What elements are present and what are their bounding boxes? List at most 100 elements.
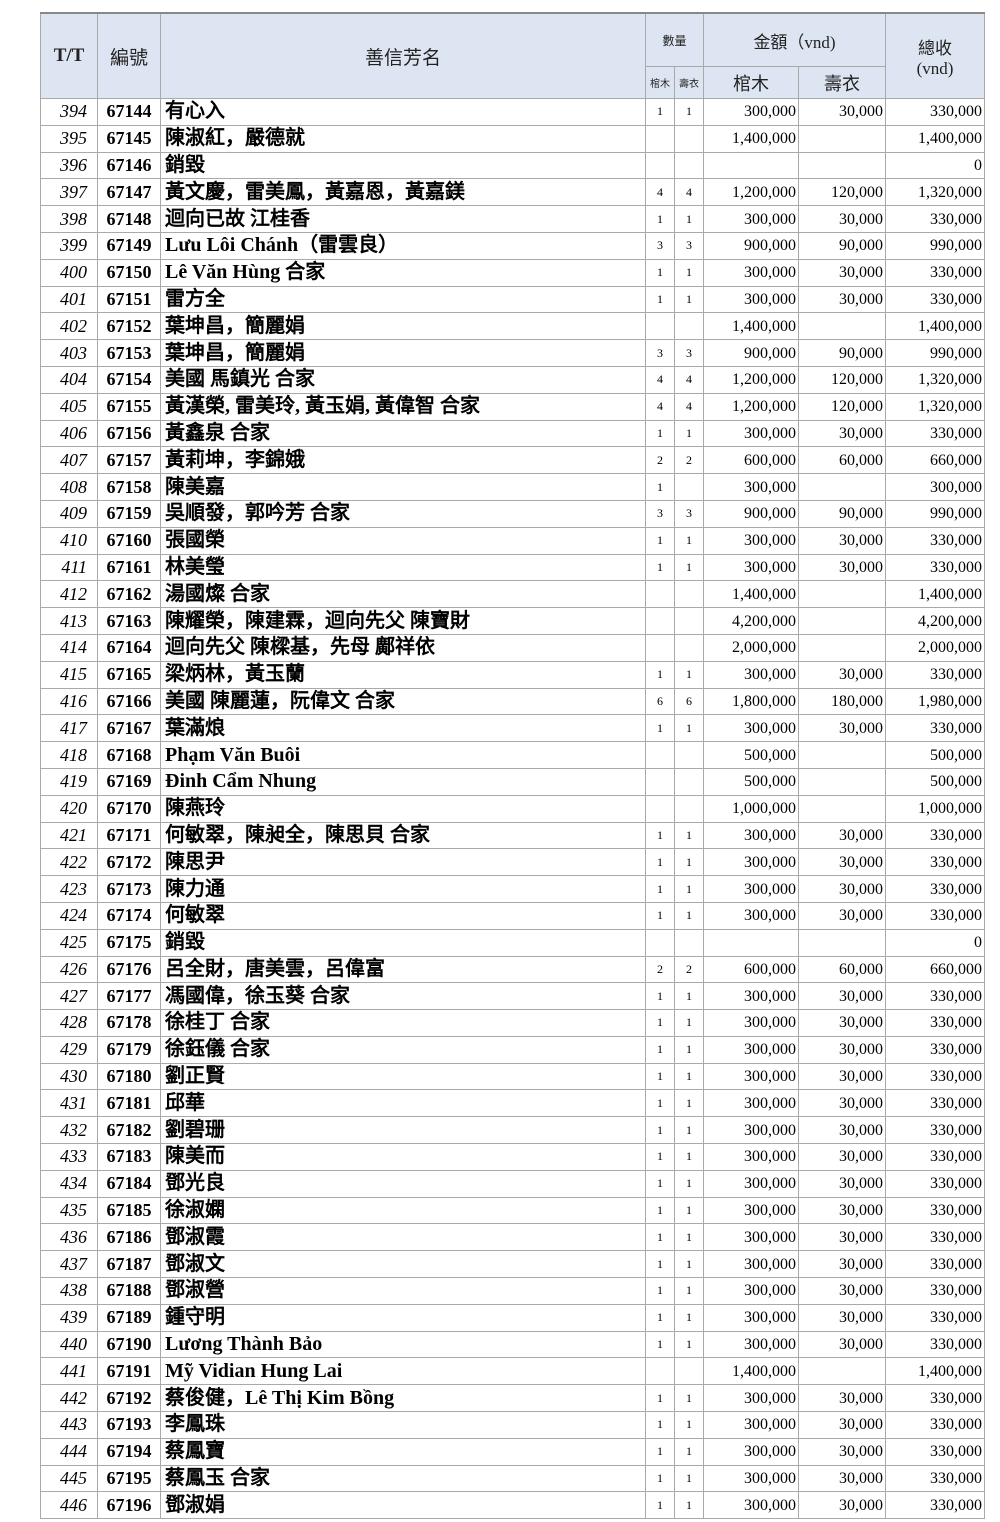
row-id: 67181 bbox=[97, 1089, 161, 1118]
row-total: 1,400,000 bbox=[885, 580, 986, 609]
row-amount-clothes: 60,000 bbox=[798, 446, 887, 475]
row-total: 300,000 bbox=[885, 473, 986, 501]
row-tt: 395 bbox=[40, 124, 98, 153]
row-id: 67146 bbox=[97, 151, 161, 180]
row-amount-clothes: 90,000 bbox=[798, 231, 887, 260]
row-amount-clothes: 90,000 bbox=[798, 339, 887, 367]
row-amount-clothes bbox=[798, 767, 887, 796]
row-amount-clothes bbox=[798, 633, 887, 662]
row-tt: 407 bbox=[40, 446, 98, 475]
row-tt: 405 bbox=[40, 392, 98, 421]
table-row: 433 67183 陳美而 1 1 300,000 30,000 330,000 bbox=[40, 1143, 986, 1171]
table-row: 403 67153 葉坤昌，簡麗娟 3 3 900,000 90,000 990,000 bbox=[40, 339, 986, 367]
row-name: Phạm Văn Buôi bbox=[160, 741, 646, 769]
row-id: 67195 bbox=[97, 1464, 161, 1493]
row-total: 1,000,000 bbox=[885, 794, 986, 823]
table-row: 420 67170 陳燕玲 1,000,000 1,000,000 bbox=[40, 794, 986, 823]
row-qty-clothes: 1 bbox=[673, 1250, 705, 1279]
row-qty-clothes: 1 bbox=[673, 1143, 705, 1171]
row-amount-coffin: 300,000 bbox=[703, 526, 800, 555]
table-row: 434 67184 鄧光良 1 1 300,000 30,000 330,000 bbox=[40, 1169, 986, 1198]
row-amount-clothes bbox=[798, 794, 887, 823]
row-amount-coffin: 300,000 bbox=[703, 1303, 800, 1332]
table-row: 419 67169 Đinh Cẩm Nhung 500,000 500,000 bbox=[40, 767, 986, 796]
row-qty-clothes: 1 bbox=[673, 982, 705, 1011]
row-amount-coffin: 4,200,000 bbox=[703, 607, 800, 635]
row-total: 330,000 bbox=[885, 1491, 986, 1520]
row-name: 雷方全 bbox=[160, 285, 646, 314]
row-name: 葉坤昌，簡麗娟 bbox=[160, 312, 646, 341]
row-qty-coffin: 1 bbox=[645, 1491, 675, 1520]
row-id: 67187 bbox=[97, 1250, 161, 1279]
row-total: 1,320,000 bbox=[885, 392, 986, 421]
row-amount-coffin: 1,400,000 bbox=[703, 312, 800, 341]
row-id: 67145 bbox=[97, 124, 161, 153]
row-total: 660,000 bbox=[885, 446, 986, 475]
row-total: 330,000 bbox=[885, 848, 986, 877]
table-row: 424 67174 何敏翠 1 1 300,000 30,000 330,000 bbox=[40, 901, 986, 930]
row-qty-coffin bbox=[645, 607, 675, 635]
row-amount-clothes: 30,000 bbox=[798, 1303, 887, 1332]
row-qty-coffin: 1 bbox=[645, 1437, 675, 1466]
row-amount-coffin bbox=[703, 928, 800, 957]
row-amount-clothes: 30,000 bbox=[798, 901, 887, 930]
row-amount-clothes: 30,000 bbox=[798, 1250, 887, 1279]
row-id: 67166 bbox=[97, 687, 161, 716]
row-name: Đinh Cẩm Nhung bbox=[160, 767, 646, 796]
row-name: 銷毀 bbox=[160, 151, 646, 180]
row-name: 林美瑩 bbox=[160, 553, 646, 582]
row-amount-coffin: 300,000 bbox=[703, 821, 800, 850]
row-qty-clothes: 1 bbox=[673, 1062, 705, 1091]
row-amount-clothes: 30,000 bbox=[798, 258, 887, 287]
row-id: 67173 bbox=[97, 875, 161, 903]
row-amount-clothes bbox=[798, 151, 887, 180]
row-qty-coffin bbox=[645, 312, 675, 341]
row-qty-coffin: 1 bbox=[645, 1062, 675, 1091]
row-amount-coffin: 300,000 bbox=[703, 205, 800, 233]
row-qty-coffin bbox=[645, 124, 675, 153]
row-amount-coffin: 300,000 bbox=[703, 1330, 800, 1359]
row-amount-coffin: 300,000 bbox=[703, 98, 800, 126]
row-amount-coffin: 300,000 bbox=[703, 1250, 800, 1279]
row-qty-clothes: 1 bbox=[673, 1277, 705, 1305]
row-amount-coffin: 600,000 bbox=[703, 446, 800, 475]
row-tt: 425 bbox=[40, 928, 98, 957]
row-id: 67160 bbox=[97, 526, 161, 555]
row-tt: 437 bbox=[40, 1250, 98, 1279]
row-qty-clothes: 1 bbox=[673, 285, 705, 314]
row-name: 蔡鳳玉 合家 bbox=[160, 1464, 646, 1493]
table-row: 412 67162 湯國燦 合家 1,400,000 1,400,000 bbox=[40, 580, 986, 609]
row-id: 67177 bbox=[97, 982, 161, 1011]
row-name: 鄧淑營 bbox=[160, 1277, 646, 1305]
row-qty-coffin: 1 bbox=[645, 1464, 675, 1493]
row-name: 吳順發，郭吟芳 合家 bbox=[160, 499, 646, 528]
row-tt: 438 bbox=[40, 1277, 98, 1305]
row-total: 330,000 bbox=[885, 1303, 986, 1332]
row-tt: 402 bbox=[40, 312, 98, 341]
row-tt: 446 bbox=[40, 1491, 98, 1520]
row-qty-coffin: 1 bbox=[645, 285, 675, 314]
row-qty-clothes bbox=[673, 633, 705, 662]
row-qty-coffin: 4 bbox=[645, 392, 675, 421]
row-id: 67159 bbox=[97, 499, 161, 528]
row-id: 67144 bbox=[97, 98, 161, 126]
row-qty-coffin: 1 bbox=[645, 1330, 675, 1359]
row-total: 330,000 bbox=[885, 660, 986, 689]
row-qty-clothes: 1 bbox=[673, 821, 705, 850]
row-total: 2,000,000 bbox=[885, 633, 986, 662]
row-amount-coffin: 300,000 bbox=[703, 1491, 800, 1520]
row-amount-clothes bbox=[798, 312, 887, 341]
row-qty-clothes bbox=[673, 767, 705, 796]
row-tt: 394 bbox=[40, 98, 98, 126]
row-amount-coffin: 300,000 bbox=[703, 1384, 800, 1413]
table-row: 404 67154 美國 馬鎮光 合家 4 4 1,200,000 120,000 1,320… bbox=[40, 365, 986, 394]
row-amount-coffin: 1,400,000 bbox=[703, 1357, 800, 1386]
row-tt: 411 bbox=[40, 553, 98, 582]
row-qty-coffin: 1 bbox=[645, 98, 675, 126]
row-total: 0 bbox=[885, 151, 986, 180]
row-qty-coffin bbox=[645, 151, 675, 180]
row-amount-coffin: 900,000 bbox=[703, 499, 800, 528]
row-tt: 432 bbox=[40, 1116, 98, 1145]
row-id: 67189 bbox=[97, 1303, 161, 1332]
row-name: Lương Thành Bảo bbox=[160, 1330, 646, 1359]
